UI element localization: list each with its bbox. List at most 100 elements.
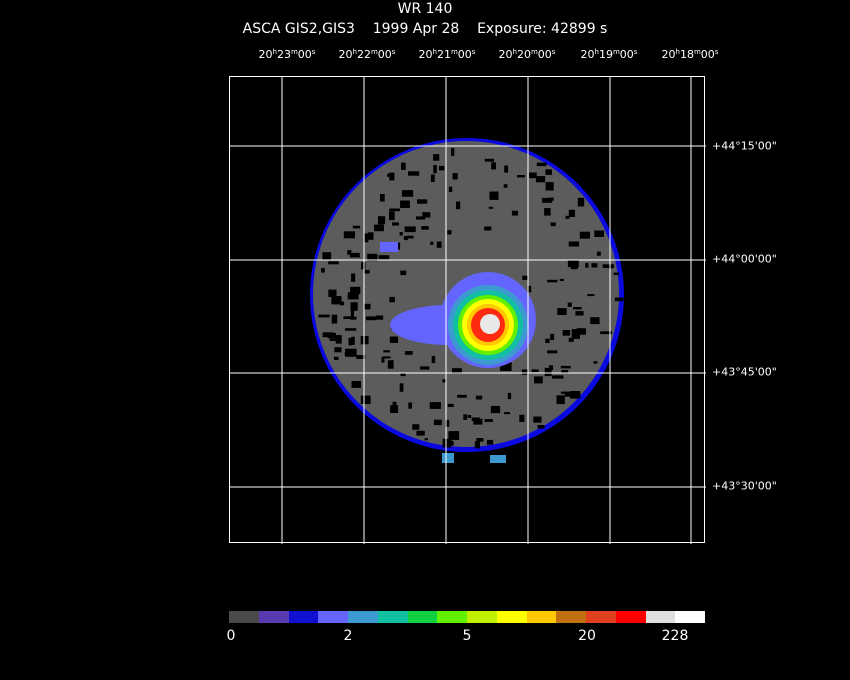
noise-speckle <box>447 403 454 407</box>
noise-speckle <box>537 425 545 429</box>
noise-speckle <box>412 424 420 430</box>
noise-speckle <box>400 270 407 276</box>
noise-speckle <box>389 211 395 221</box>
noise-speckle <box>321 268 325 273</box>
noise-speckle <box>452 173 458 180</box>
noise-speckle <box>381 357 385 363</box>
noise-speckle <box>403 236 408 241</box>
noise-speckle <box>350 310 354 318</box>
noise-speckle <box>364 233 369 243</box>
sky-image-frame <box>229 76 706 544</box>
colorbar-label: 5 <box>462 628 472 644</box>
noise-speckle <box>596 251 601 256</box>
noise-speckle <box>429 402 441 409</box>
noise-speckle <box>374 224 384 232</box>
noise-speckle <box>600 331 613 335</box>
noise-speckle <box>350 286 361 295</box>
noise-speckle <box>590 317 600 325</box>
colorbar-swatch <box>675 611 705 623</box>
noise-speckle <box>430 241 434 245</box>
noise-speckle <box>486 439 494 445</box>
colorbar-swatch <box>318 611 348 623</box>
noise-speckle <box>350 302 358 311</box>
noise-speckle <box>389 296 395 303</box>
dec-tick-label: +44°00'00" <box>712 252 777 266</box>
noise-speckle <box>345 328 357 331</box>
noise-speckle <box>457 394 467 398</box>
noise-speckle <box>507 392 512 400</box>
noise-speckle <box>328 261 339 265</box>
noise-speckle <box>567 302 572 307</box>
noise-speckle <box>573 307 582 310</box>
noise-speckle <box>334 356 339 360</box>
noise-speckle <box>544 208 551 216</box>
noise-speckle <box>424 438 428 441</box>
noise-speckle <box>565 215 570 219</box>
noise-speckle <box>343 231 355 239</box>
dec-tick-label: +43°30'00" <box>712 479 777 493</box>
noise-speckle <box>504 412 510 415</box>
colorbar-swatch <box>377 611 408 623</box>
colorbar-swatch <box>645 611 676 623</box>
noise-speckle <box>392 222 399 226</box>
noise-speckle <box>399 232 403 236</box>
noise-speckle <box>549 365 553 371</box>
noise-speckle <box>407 235 414 239</box>
noise-speckle <box>445 419 450 427</box>
noise-speckle <box>328 289 337 297</box>
noise-speckle <box>408 402 412 409</box>
noise-speckle <box>367 232 374 240</box>
noise-speckle <box>517 175 525 178</box>
noise-speckle <box>491 162 496 170</box>
noise-speckle <box>587 294 595 297</box>
noise-speckle <box>401 162 406 170</box>
sky-image <box>230 77 706 544</box>
colorbar-swatch <box>467 611 497 623</box>
noise-speckle <box>361 262 366 270</box>
noise-speckle <box>401 190 414 197</box>
colorbar-label: 0 <box>226 628 236 644</box>
noise-speckle <box>614 297 624 302</box>
noise-speckle <box>433 419 442 426</box>
noise-speckle <box>405 351 413 355</box>
noise-speckle <box>484 226 492 231</box>
colorbar <box>229 611 705 623</box>
noise-speckle <box>363 303 371 310</box>
noise-speckle <box>416 216 426 220</box>
noise-speckle <box>390 405 399 413</box>
noise-speckle <box>534 376 543 384</box>
edge-patch <box>490 455 506 463</box>
colorbar-swatch <box>407 611 438 623</box>
noise-speckle <box>331 314 338 324</box>
noise-speckle <box>567 260 579 268</box>
noise-speckle <box>349 252 360 258</box>
noise-speckle <box>350 316 357 320</box>
colorbar-label: 2 <box>343 628 353 644</box>
noise-speckle <box>575 311 584 316</box>
noise-speckle <box>571 329 578 338</box>
noise-speckle <box>408 171 420 176</box>
noise-speckle <box>420 366 430 370</box>
noise-speckle <box>389 336 398 343</box>
noise-speckle <box>536 176 546 183</box>
noise-speckle <box>445 440 453 444</box>
noise-speckle <box>545 169 552 175</box>
noise-speckle <box>351 336 355 345</box>
noise-speckle <box>557 308 567 315</box>
noise-speckle <box>363 269 370 274</box>
observation-subtitle: ASCA GIS2,GIS3 1999 Apr 28 Exposure: 428… <box>242 21 608 37</box>
noise-speckle <box>318 314 330 318</box>
noise-speckle <box>551 375 564 379</box>
noise-speckle <box>504 165 509 173</box>
colorbar-swatch <box>526 611 557 623</box>
colorbar-label: 20 <box>578 628 596 644</box>
noise-speckle <box>489 191 499 200</box>
noise-speckle <box>568 337 574 342</box>
colorbar-swatch <box>229 611 259 623</box>
noise-speckle <box>399 383 404 392</box>
noise-speckle <box>542 197 553 203</box>
colorbar-swatch <box>288 611 319 623</box>
noise-speckle <box>533 416 542 423</box>
noise-speckle <box>331 296 342 305</box>
ra-tick-label: 20h22m00s <box>338 48 396 61</box>
